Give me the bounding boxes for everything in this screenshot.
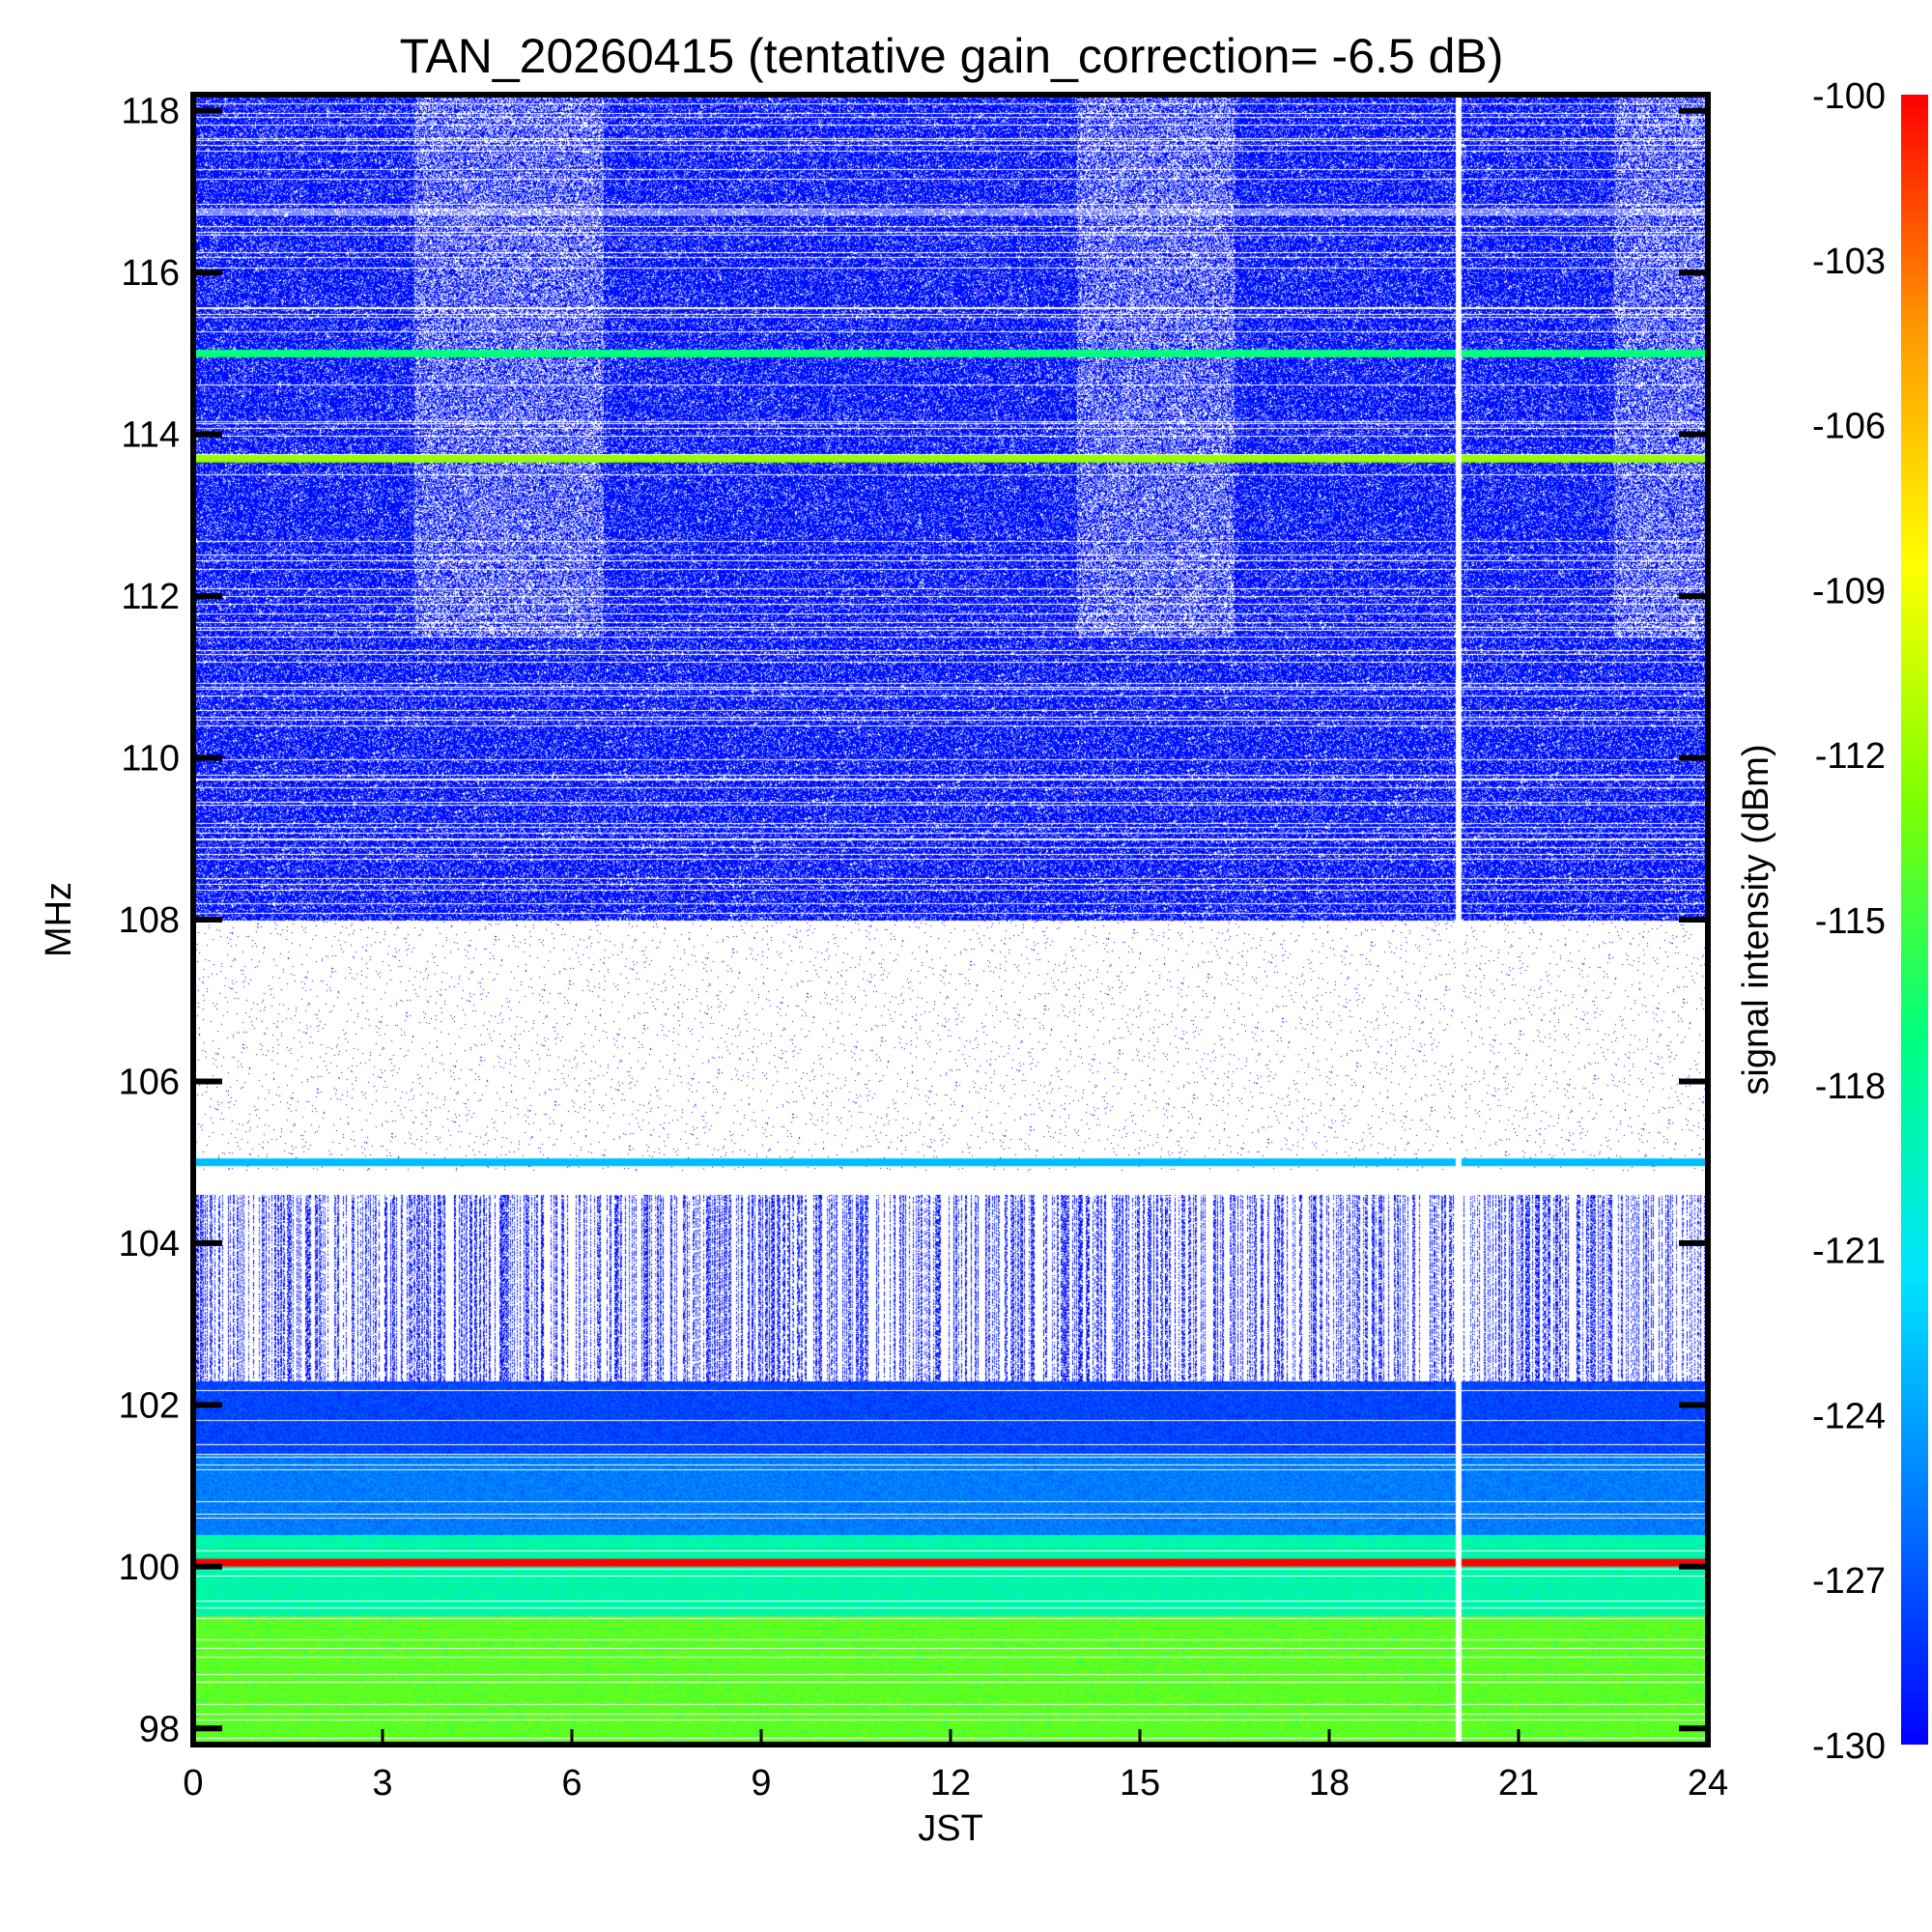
y-tick-label: 118: [121, 92, 180, 132]
colorbar-tick-label: -121: [1812, 1232, 1886, 1272]
colorbar-tick-label: -130: [1812, 1726, 1886, 1767]
y-tick-label: 98: [139, 1709, 180, 1749]
x-tick-label: 21: [1498, 1763, 1539, 1804]
y-tick-label: 104: [119, 1224, 180, 1264]
x-tick-label: 24: [1688, 1763, 1728, 1804]
y-tick-label: 100: [119, 1548, 180, 1588]
y-tick-label: 116: [121, 253, 180, 294]
colorbar-tick-label: -100: [1812, 76, 1886, 117]
colorbar-ticks: -100 -103 -106 -109 -112 -115 -118 -121 -124 -127…: [1812, 76, 1886, 1767]
colorbar-tick-label: -112: [1815, 736, 1886, 777]
colorbar-tick-label: -124: [1812, 1396, 1886, 1436]
x-tick-label: 18: [1309, 1763, 1350, 1804]
x-tick-label: 12: [930, 1763, 971, 1804]
y-tick-label: 110: [121, 739, 180, 780]
colorbar-tick-label: -127: [1812, 1561, 1886, 1602]
colorbar-tick-label: -118: [1815, 1066, 1886, 1107]
x-tick-label: 15: [1120, 1763, 1160, 1804]
x-tick-label: 6: [561, 1763, 582, 1804]
y-axis-label: MHz: [39, 882, 79, 957]
y-axis: 98 100 102 104 106 108 110 112 114 116 118: [119, 92, 1708, 1749]
x-axis-label: JST: [918, 1808, 983, 1849]
chart-title: TAN_20260415 (tentative gain_correction=…: [400, 29, 1504, 83]
colorbar-label: signal intensity (dBm): [1736, 744, 1776, 1094]
x-axis: 0 3 6 9 12 15 18 21 24: [183, 1729, 1728, 1804]
x-tick-label: 0: [183, 1763, 203, 1804]
y-tick-label: 108: [119, 900, 180, 941]
colorbar-tick-label: -109: [1812, 571, 1886, 611]
y-tick-label: 106: [119, 1062, 180, 1102]
y-tick-label: 114: [121, 415, 180, 456]
colorbar: [1901, 95, 1928, 1745]
colorbar-tick-label: -103: [1812, 242, 1886, 282]
colorbar-tick-label: -115: [1815, 901, 1886, 942]
spectrogram-heatmap: [193, 95, 1708, 1745]
x-tick-label: 9: [751, 1763, 771, 1804]
y-tick-label: 112: [121, 577, 180, 617]
colorbar-tick-label: -106: [1812, 407, 1886, 447]
y-tick-label: 102: [119, 1385, 180, 1426]
x-tick-label: 3: [372, 1763, 392, 1804]
